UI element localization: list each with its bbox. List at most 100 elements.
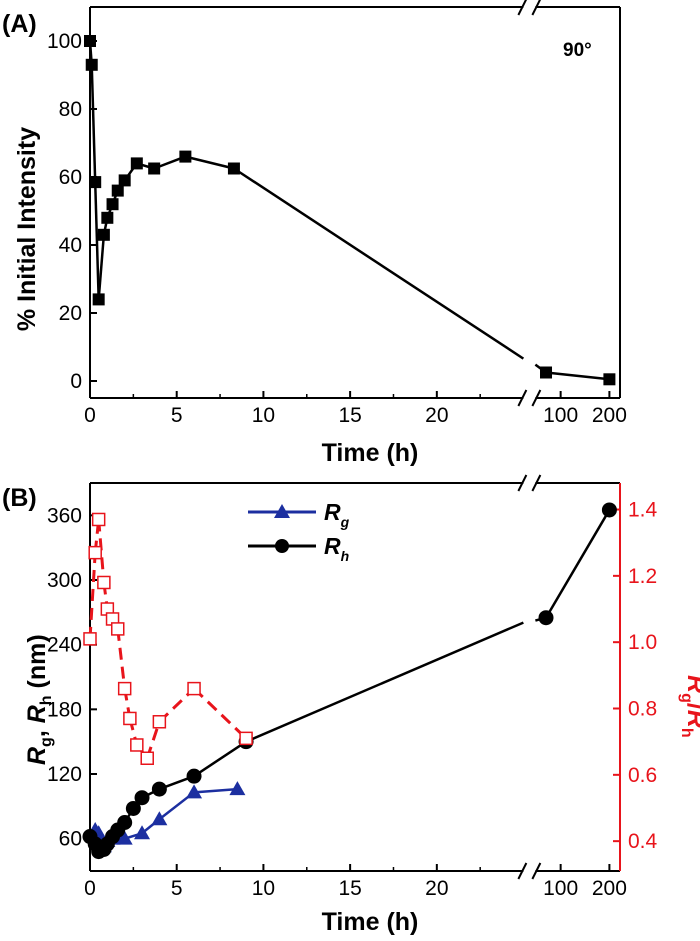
data-point bbox=[123, 711, 137, 726]
data-point bbox=[229, 781, 246, 796]
y-tick-label: 0 bbox=[70, 370, 82, 393]
panel-b-y2-axis-label: Rg/Rh bbox=[678, 675, 700, 738]
data-point bbox=[148, 162, 161, 175]
data-point bbox=[118, 174, 131, 187]
y2-tick-label: 0.6 bbox=[628, 764, 657, 787]
x-tick-label: 5 bbox=[171, 877, 183, 900]
x-tick-label: 0 bbox=[84, 404, 96, 427]
x-tick-label: 100 bbox=[543, 404, 578, 427]
data-point bbox=[101, 211, 114, 224]
chart-panel-b: (B) Time (h) Rg, Rh (nm) Rg/Rh 0 5 10 15 20 1… bbox=[2, 474, 700, 936]
data-point bbox=[130, 157, 143, 170]
y2-tick-label: 0.4 bbox=[628, 830, 658, 853]
panel-b-series bbox=[82, 502, 617, 860]
data-point bbox=[601, 502, 617, 518]
y2-tick-label: 1.2 bbox=[628, 565, 657, 588]
series-line-segment bbox=[97, 519, 106, 583]
series-line-segment bbox=[544, 509, 611, 619]
angle-annotation: 90° bbox=[563, 40, 592, 61]
y-tick-label: 100 bbox=[47, 30, 82, 53]
panel-b-label: (B) bbox=[2, 484, 37, 512]
data-point bbox=[92, 293, 105, 306]
y2-tick-label: 0.8 bbox=[628, 698, 657, 721]
series-line-segment bbox=[545, 371, 610, 381]
series-line-segment bbox=[116, 628, 127, 689]
y2-tick-label: 1.0 bbox=[628, 631, 657, 654]
data-point bbox=[88, 545, 102, 560]
panel-a-axes bbox=[89, 0, 621, 407]
data-point bbox=[117, 681, 132, 696]
data-point bbox=[140, 751, 154, 765]
x-tick-label: 20 bbox=[425, 404, 448, 427]
series-line-segment bbox=[88, 552, 97, 639]
data-point bbox=[538, 610, 554, 626]
chart-panel-a: (A) 90° Time (h) % Initial Intensity 0 5 1… bbox=[2, 0, 627, 467]
data-point bbox=[111, 184, 124, 197]
series-line-segment bbox=[185, 155, 235, 170]
panel-a-x-axis-label: Time (h) bbox=[322, 439, 419, 467]
data-point bbox=[134, 825, 151, 840]
series-line-segment bbox=[93, 182, 100, 300]
x-tick-label: 100 bbox=[543, 877, 578, 900]
y2-tick-label: 1.4 bbox=[628, 499, 658, 522]
axis-break-mark bbox=[517, 862, 528, 880]
axis-break-mark bbox=[531, 0, 541, 16]
data-point bbox=[84, 35, 96, 47]
y-tick-label: 20 bbox=[59, 302, 82, 325]
panel-b-legend: Rg Rh bbox=[248, 499, 350, 564]
data-point bbox=[116, 830, 133, 845]
data-point bbox=[85, 58, 98, 71]
panel-b-x-axis-label: Time (h) bbox=[322, 908, 419, 936]
axis-break-mark bbox=[517, 389, 528, 407]
y-tick-label: 120 bbox=[47, 763, 82, 786]
axis-break-mark bbox=[531, 862, 542, 880]
axis-break-mark bbox=[517, 474, 528, 492]
panel-b-ticks: 0 5 10 15 20 100 200 60 120 180 240 300 360 0.4 0.6 0.8… bbox=[47, 499, 658, 900]
axis-break-mark bbox=[531, 389, 542, 407]
data-point bbox=[91, 512, 106, 527]
y-tick-label: 80 bbox=[59, 98, 82, 121]
data-point bbox=[187, 681, 201, 696]
data-point bbox=[125, 800, 141, 816]
series-line-segment bbox=[97, 234, 106, 300]
data-point bbox=[83, 632, 97, 646]
data-point bbox=[227, 162, 240, 175]
data-point bbox=[134, 790, 150, 806]
legend-rh-marker bbox=[275, 539, 289, 553]
data-point bbox=[130, 738, 144, 752]
x-tick-label: 20 bbox=[425, 877, 448, 900]
y-tick-label: 180 bbox=[47, 698, 82, 721]
panel-a-label: (A) bbox=[2, 10, 37, 38]
y-tick-label: 40 bbox=[59, 234, 82, 257]
y-tick-label: 360 bbox=[47, 504, 82, 527]
x-tick-label: 15 bbox=[338, 877, 361, 900]
data-point bbox=[186, 768, 202, 784]
x-tick-label: 5 bbox=[171, 404, 183, 427]
data-point bbox=[151, 811, 168, 826]
x-tick-label: 10 bbox=[252, 404, 275, 427]
data-point bbox=[106, 198, 119, 211]
y-tick-label: 300 bbox=[47, 569, 82, 592]
x-tick-label: 10 bbox=[252, 877, 275, 900]
series-line-segment bbox=[245, 621, 524, 743]
axis-break-mark bbox=[531, 474, 542, 492]
data-point bbox=[117, 815, 133, 830]
y-tick-label: 60 bbox=[59, 166, 82, 189]
data-point bbox=[186, 784, 203, 799]
y-tick-label: 60 bbox=[59, 828, 82, 851]
legend-rg-label: Rg bbox=[324, 499, 350, 530]
x-tick-label: 200 bbox=[592, 877, 627, 900]
data-point bbox=[179, 150, 192, 163]
data-point bbox=[89, 176, 102, 189]
data-point bbox=[97, 575, 111, 590]
data-point bbox=[151, 781, 167, 797]
panel-b-y-axis-label: Rg, Rh (nm) bbox=[23, 634, 55, 765]
series-line-segment bbox=[193, 687, 248, 740]
x-tick-label: 15 bbox=[338, 404, 361, 427]
series-line-segment bbox=[193, 740, 247, 778]
data-point bbox=[97, 228, 110, 241]
panel-a-y-axis-label: % Initial Intensity bbox=[13, 127, 41, 331]
series-line-segment bbox=[193, 787, 238, 794]
axis-break-mark bbox=[517, 0, 527, 16]
data-point bbox=[110, 622, 125, 636]
